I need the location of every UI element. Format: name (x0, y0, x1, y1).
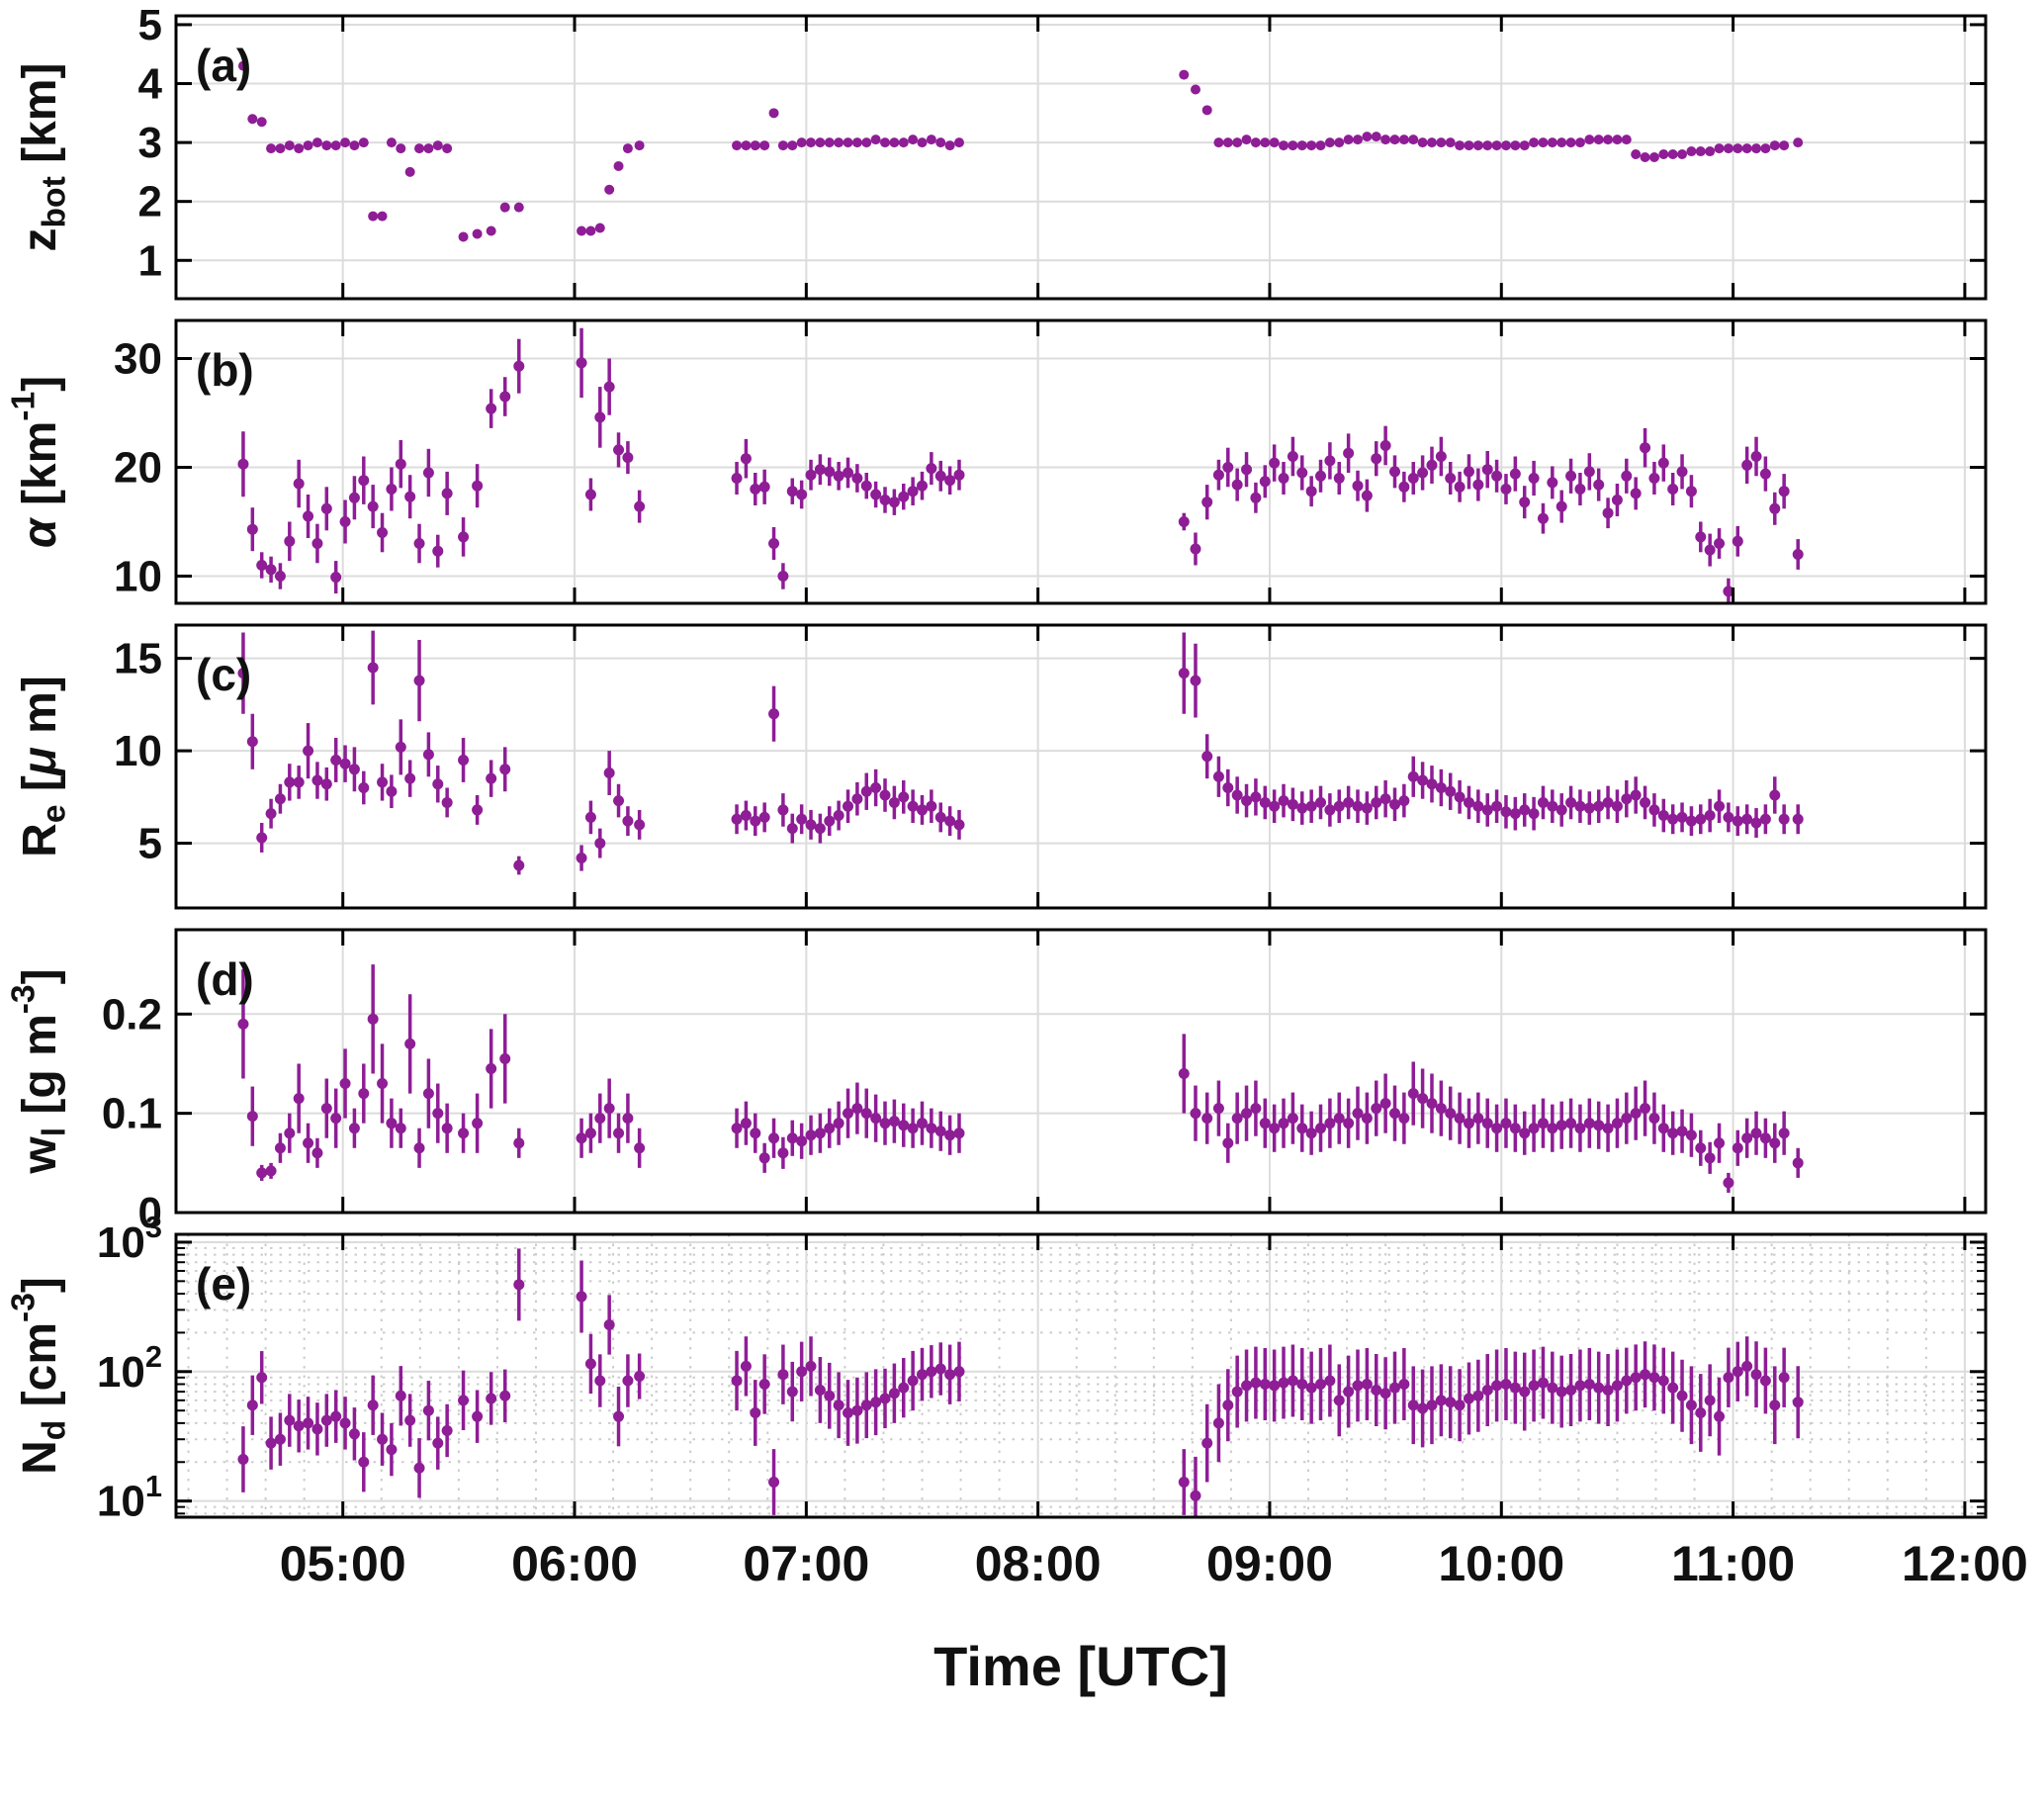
panel-d-series (237, 964, 1804, 1193)
panel-label-e: (e) (196, 1258, 251, 1309)
panel-d-ticks (176, 930, 1986, 1215)
panel-b-series (237, 327, 1804, 603)
panel-a-grid (176, 16, 1986, 299)
x-axis-title: Time [UTC] (933, 1635, 1228, 1697)
y-tick-label-c-1: 10 (114, 727, 162, 775)
x-tick-label-1: 06:00 (511, 1536, 638, 1591)
panel-c: 5 10 15 (c) Re [μ m] (14, 623, 1988, 910)
y-tick-label-d-1: 0.1 (102, 1090, 162, 1138)
y-tick-label-d-0: 0 (138, 1189, 162, 1237)
panel-e: 101 102 103 (e) Nd [cm-3] (5, 1210, 1988, 1526)
y-tick-label-e-0: 101 (97, 1469, 162, 1526)
panel-a-series (237, 60, 1804, 242)
y-tick-label-b-2: 30 (114, 335, 162, 384)
y-tick-label-b-0: 10 (114, 553, 162, 601)
y-axis-label-e: Nd [cm-3] (5, 1277, 72, 1475)
x-tick-label-4: 09:00 (1206, 1536, 1333, 1591)
panel-a: 1 2 3 4 5 (a) zbot [km] (14, 1, 1988, 301)
panel-e-series (237, 1248, 1804, 1517)
panel-e-ticks (176, 1234, 1986, 1517)
y-tick-label-a-4: 5 (138, 1, 162, 49)
y-tick-label-e-1: 102 (97, 1339, 162, 1397)
y-axis-label-a: zbot [km] (14, 63, 73, 252)
x-tick-label-7: 12:00 (1902, 1536, 2028, 1591)
y-tick-label-a-3: 4 (138, 60, 163, 109)
y-tick-label-d-2: 0.2 (102, 990, 162, 1038)
y-axis-label-b: α [km-1] (5, 376, 66, 548)
panel-b-ticks (176, 320, 1986, 603)
panel-label-d: (d) (196, 953, 254, 1005)
x-tick-label-3: 08:00 (975, 1536, 1102, 1591)
y-tick-label-a-1: 2 (138, 178, 162, 226)
x-tick-label-2: 07:00 (743, 1536, 869, 1591)
y-tick-label-e-2: 103 (97, 1210, 162, 1267)
panel-a-ticks (176, 16, 1986, 299)
panel-c-series (237, 630, 1804, 875)
x-tick-label-6: 11:00 (1671, 1536, 1795, 1591)
panel-label-a: (a) (196, 40, 251, 91)
y-tick-label-a-2: 3 (138, 119, 162, 167)
y-axis-label-d: wl [g m-3] (5, 968, 72, 1174)
panel-label-c: (c) (196, 649, 251, 700)
panel-label-b: (b) (196, 344, 254, 396)
panel-d: 0 0.1 0.2 (d) wl [g m-3] (5, 928, 1988, 1237)
y-axis-label-c: Re [μ m] (14, 676, 73, 858)
x-tick-label-0: 05:00 (280, 1536, 406, 1591)
panel-b: 10 20 30 (b) α [km-1] (5, 318, 1988, 605)
x-tick-label-5: 10:00 (1438, 1536, 1564, 1591)
y-tick-label-c-2: 15 (114, 635, 162, 683)
y-tick-label-b-1: 20 (114, 444, 162, 493)
panel-c-ticks (176, 625, 1986, 908)
y-tick-label-c-0: 5 (138, 820, 162, 868)
y-tick-label-a-0: 1 (138, 236, 162, 285)
